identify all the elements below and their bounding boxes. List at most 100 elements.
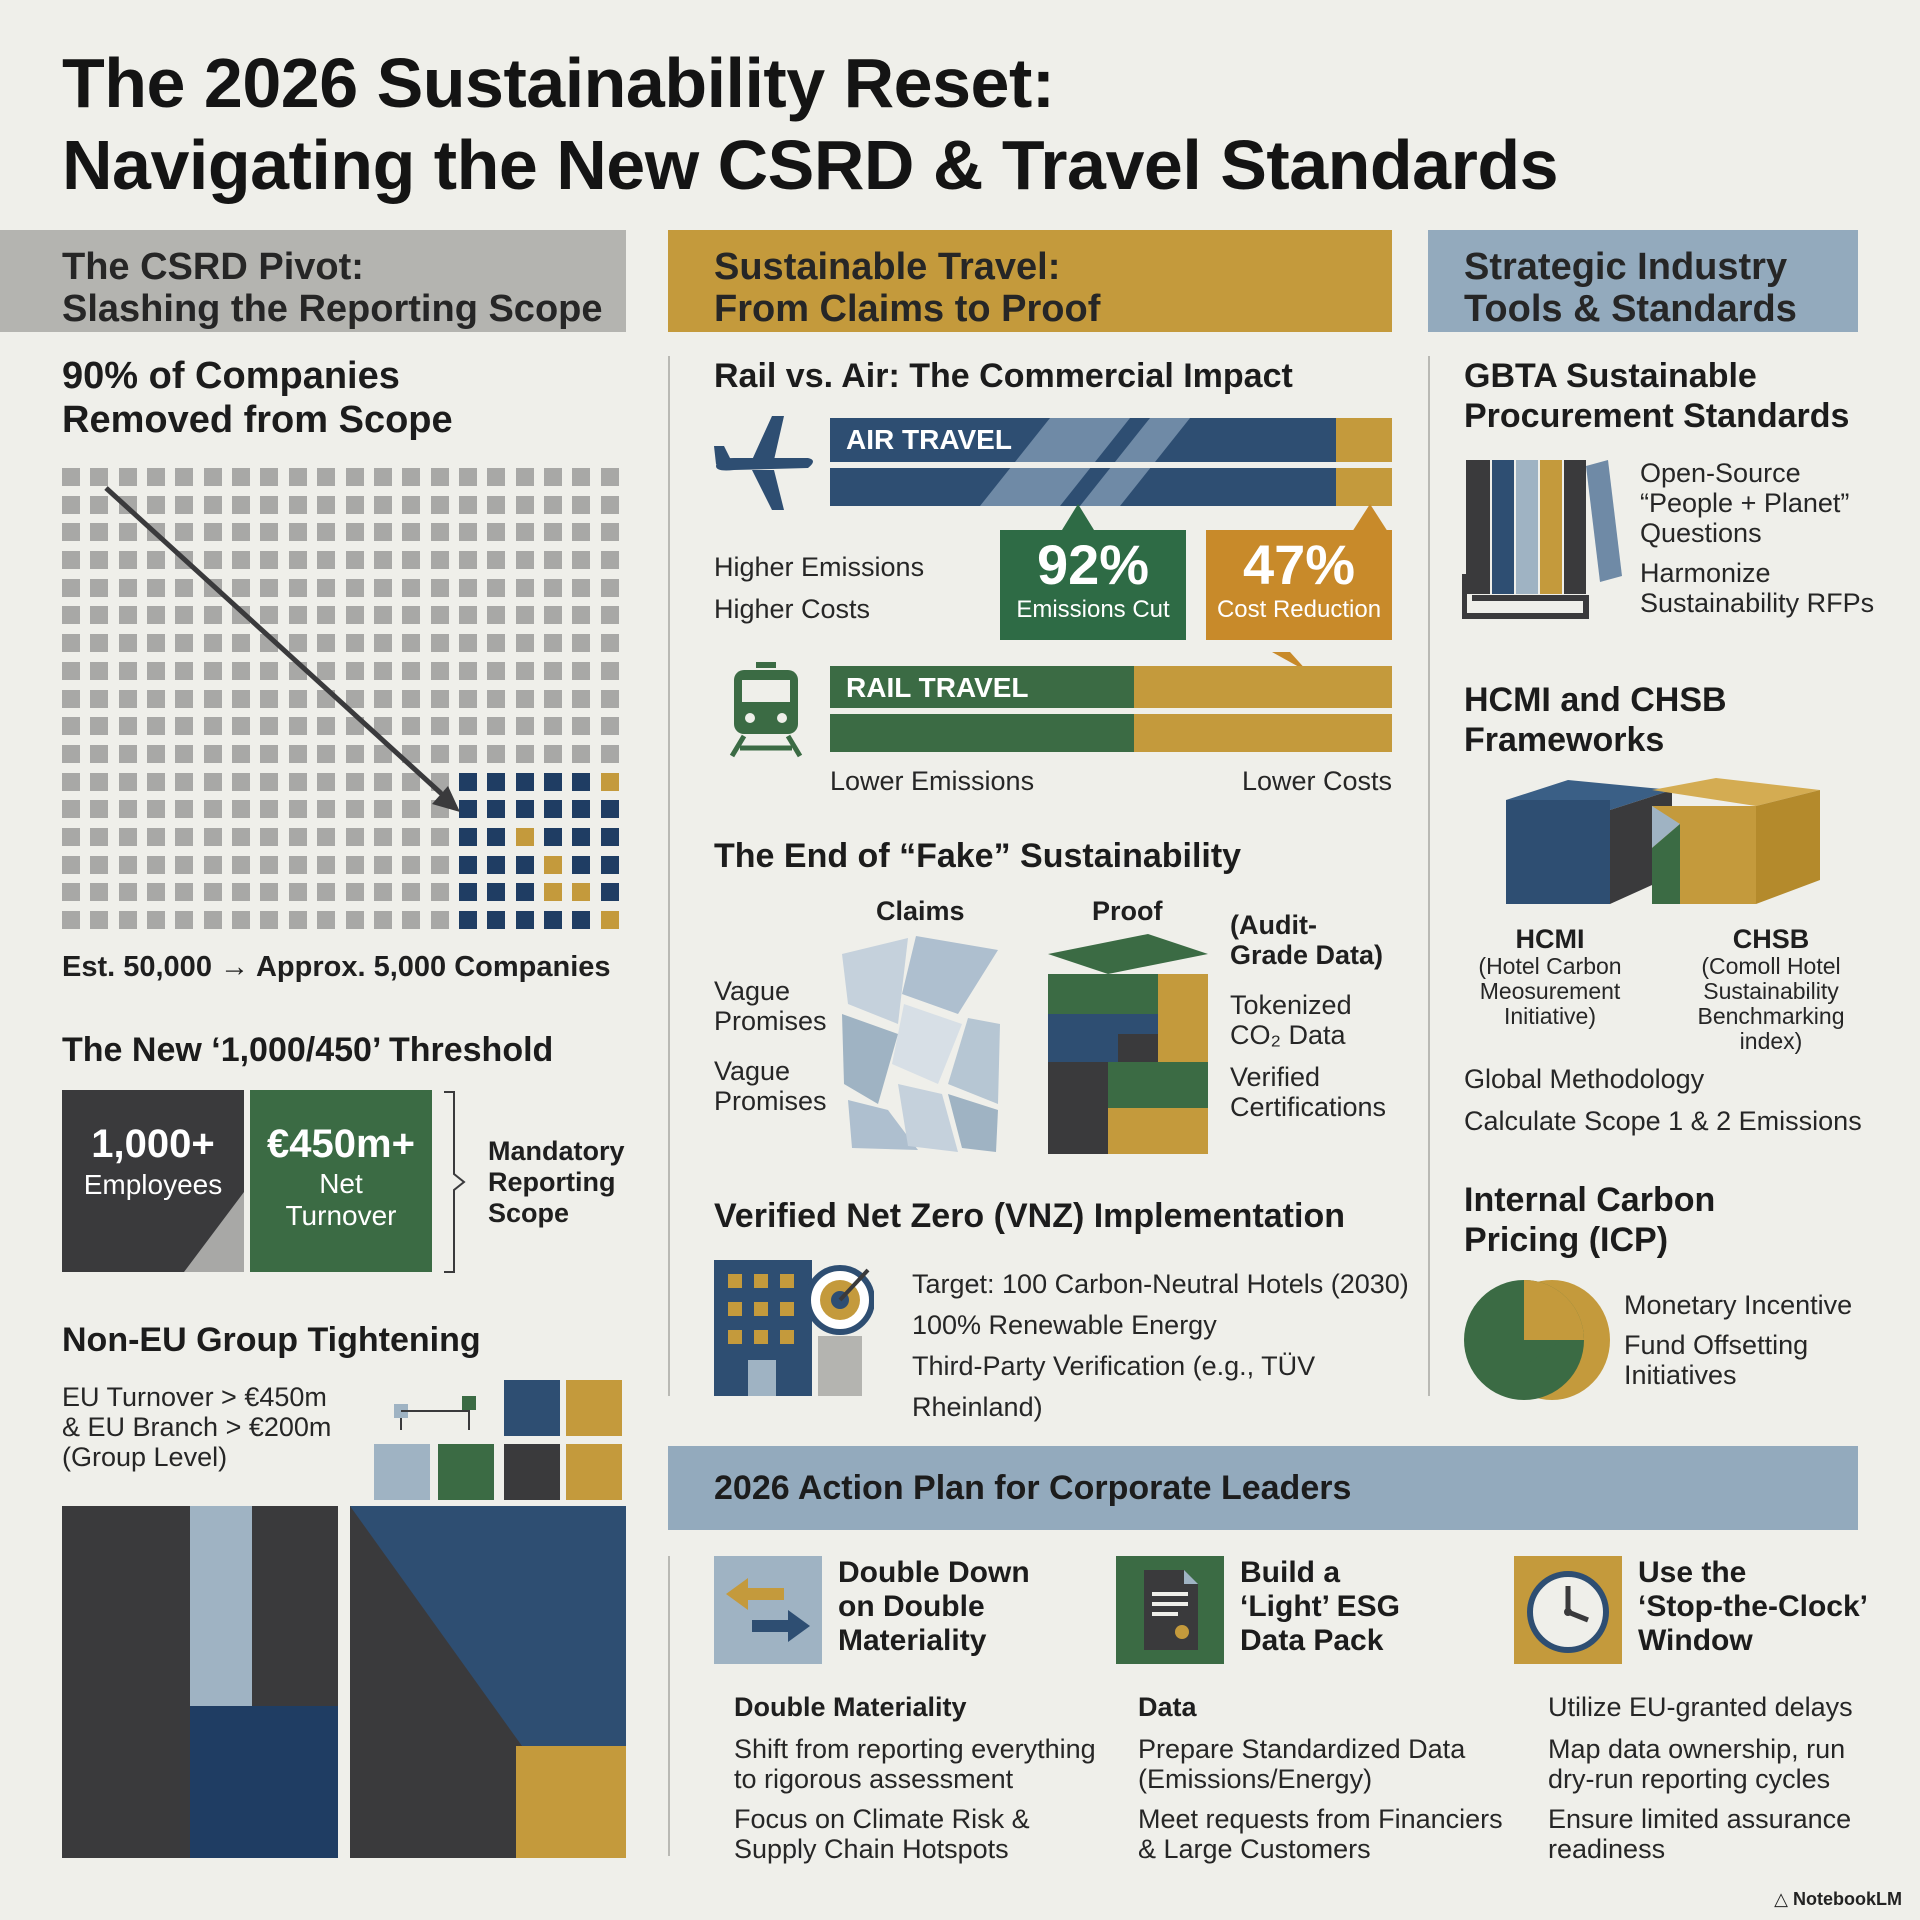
- scope-grid-cell: [373, 578, 392, 597]
- scope-grid-cell: [118, 689, 137, 708]
- scope-grid-cell: [147, 551, 166, 570]
- action-3-p1-line-1: Map data ownership, run: [1548, 1734, 1846, 1764]
- scope-grid-cell: [572, 828, 591, 846]
- scope-grid-cell: [62, 717, 80, 736]
- scope-grid-cell: [487, 468, 506, 486]
- scope-grid-cell: [232, 661, 251, 680]
- scope-grid-cell: [345, 551, 364, 570]
- csrd-band-line-2: Slashing the Reporting Scope: [62, 288, 603, 330]
- rail-note-2: Lower Costs: [1241, 766, 1392, 796]
- scope-grid-cell: [402, 551, 421, 570]
- scope-grid-cell: [572, 634, 591, 653]
- scope-grid-cell: [232, 911, 251, 930]
- scope-grid-cell: [288, 523, 307, 542]
- scope-grid-cell: [232, 578, 251, 597]
- scope-grid-cell: [90, 606, 109, 625]
- scope-grid-cell: [345, 772, 364, 791]
- tools-band: Strategic Industry Tools & Standards: [1428, 230, 1858, 332]
- hcmi-sub-3: Initiative): [1503, 1003, 1597, 1029]
- document-icon: [1116, 1556, 1224, 1664]
- scope-grid-cell: [430, 578, 449, 597]
- scope-grid-cell: [203, 828, 222, 846]
- scope-grid-cell: [175, 828, 194, 846]
- action-3-title: Use the ‘Stop-the-Clock’ Window: [1638, 1556, 1888, 1658]
- action-divider: [668, 1556, 670, 1856]
- action-3-point-2: Ensure limited assurance readiness: [1548, 1804, 1888, 1864]
- scope-grid-cell: [62, 468, 80, 486]
- icp-item-2-line-1: Fund Offsetting: [1624, 1330, 1809, 1360]
- scope-grid-cell: [430, 606, 449, 625]
- mandatory-scope-label: Mandatory Reporting Scope: [488, 1136, 638, 1229]
- page-title: The 2026 Sustainability Reset: Navigatin…: [62, 42, 1882, 206]
- scope-grid-cell: [600, 911, 619, 930]
- scope-grid-cell: [118, 772, 137, 791]
- gbta-heading: GBTA Sustainable Procurement Standards: [1464, 356, 1884, 436]
- scope-grid-cell: [288, 578, 307, 597]
- scope-grid-cell: [232, 468, 251, 486]
- vague-2-line-2: Promises: [714, 1086, 827, 1116]
- action-1-title: Double Down on Double Materiality: [838, 1556, 1078, 1658]
- scope-grid-cell: [345, 468, 364, 486]
- air-note-2: Higher Costs: [714, 594, 871, 624]
- scope-grid-cell: [288, 689, 307, 708]
- verified-certifications-label: Verified Certifications: [1230, 1062, 1410, 1122]
- action-1-p1-line-1: Shift from reporting everything: [734, 1734, 1096, 1764]
- scope-grid-cell: [458, 523, 477, 542]
- scope-grid-cell: [62, 523, 80, 542]
- scope-grid-cell: [402, 495, 421, 514]
- non-eu-composition-graphic: [62, 1506, 626, 1858]
- scope-grid-cell: [317, 828, 336, 846]
- threshold-bracket: [444, 1091, 466, 1273]
- scope-grid-cell: [430, 855, 449, 874]
- scope-grid-cell: [147, 828, 166, 846]
- scope-grid-cell: [203, 855, 222, 874]
- scope-grid-cell: [288, 606, 307, 625]
- scope-grid-cell: [458, 828, 477, 846]
- mandatory-line-1: Mandatory: [488, 1136, 625, 1166]
- scope-grid-cell: [487, 634, 506, 653]
- scope-grid-cell: [544, 661, 563, 680]
- threshold-heading: The New ‘1,000/450’ Threshold: [62, 1031, 554, 1069]
- scope-grid-cell: [373, 468, 392, 486]
- scope-grid-cell: [260, 661, 279, 680]
- scope-grid-cell: [118, 828, 137, 846]
- airplane-icon: [714, 416, 813, 510]
- scope-grid-cell: [147, 578, 166, 597]
- scope-grid-cell: [373, 828, 392, 846]
- token-line-1: Tokenized: [1230, 990, 1352, 1020]
- cost-reduction-label: Cost Reduction: [1216, 596, 1382, 623]
- scope-arrow: [104, 486, 460, 812]
- gbta-heading-line-1: GBTA Sustainable: [1464, 357, 1757, 395]
- scope-grid-cell: [373, 883, 392, 902]
- scope-grid-cell: [544, 883, 563, 902]
- scope-grid-cell: [118, 717, 137, 736]
- scope-grid-cell: [260, 578, 279, 597]
- scope-grid-cell: [600, 578, 619, 597]
- interlocking-cubes-graphic: [1506, 778, 1820, 904]
- turnover-value: €450m+: [267, 1122, 415, 1166]
- scope-grid-cell: [288, 495, 307, 514]
- scope-grid-cell: [458, 689, 477, 708]
- scope-grid-cell: [572, 661, 591, 680]
- scope-grid-cell: [62, 744, 80, 763]
- scope-grid-cell: [260, 717, 279, 736]
- action-3-p2-line-1: Ensure limited assurance: [1548, 1804, 1852, 1834]
- travel-band-line-1: Sustainable Travel:: [714, 246, 1061, 288]
- scope-grid-cell: [118, 523, 137, 542]
- scope-grid-cell: [317, 744, 336, 763]
- scope-grid-cell: [572, 689, 591, 708]
- scope-grid-cell: [572, 578, 591, 597]
- scope-grid-cell: [147, 661, 166, 680]
- scope-grid-cell: [232, 495, 251, 514]
- chsb-sub-1: (Comoll Hotel: [1701, 953, 1841, 979]
- action-2-p2-line-1: Meet requests from Financiers: [1138, 1804, 1503, 1834]
- scope-grid-cell: [600, 689, 619, 708]
- scope-grid-cell: [430, 523, 449, 542]
- scope-grid-cell: [430, 634, 449, 653]
- fake-sustainability-heading: The End of “Fake” Sustainability: [714, 837, 1242, 875]
- scope-grid-cell: [203, 606, 222, 625]
- column-divider-2: [1428, 356, 1430, 1396]
- action-1-point-1: Shift from reporting everything to rigor…: [734, 1734, 1114, 1794]
- proof-label: Proof: [1092, 896, 1163, 926]
- scope-grid-cell: [118, 634, 137, 653]
